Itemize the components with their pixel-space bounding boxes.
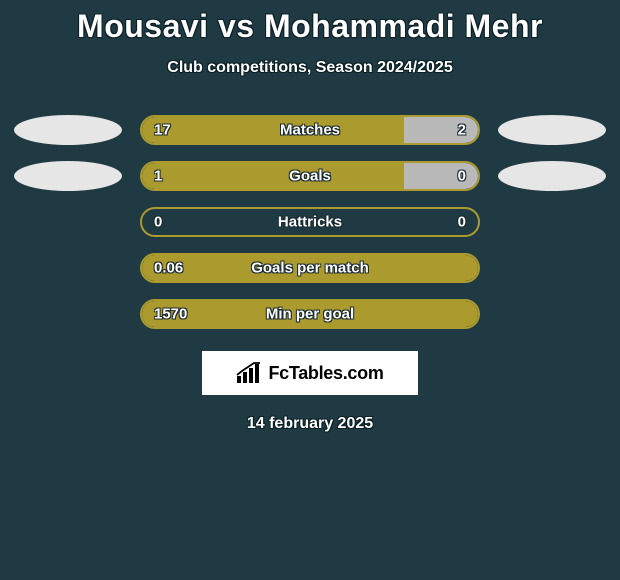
- bar-fill-left: [142, 163, 404, 189]
- stat-value-left: 0: [154, 214, 162, 231]
- stat-row: 0 Hattricks 0: [0, 207, 620, 237]
- player-left-ellipse: [14, 115, 122, 145]
- stats-rows: 17 Matches 2 1 Goals 0 0 Hattricks 0 0.06 Goals pe…: [0, 115, 620, 329]
- stat-value-left: 17: [154, 122, 171, 139]
- stat-row: 1 Goals 0: [0, 161, 620, 191]
- stat-value-left: 0.06: [154, 260, 183, 277]
- player-right-ellipse: [498, 161, 606, 191]
- stat-label: Goals: [289, 168, 331, 185]
- player-left-ellipse: [14, 161, 122, 191]
- stat-row: 1570 Min per goal: [0, 299, 620, 329]
- stat-row: 17 Matches 2: [0, 115, 620, 145]
- stat-label: Hattricks: [278, 214, 342, 231]
- stat-value-right: 0: [458, 214, 466, 231]
- stat-row: 0.06 Goals per match: [0, 253, 620, 283]
- stat-value-left: 1: [154, 168, 162, 185]
- bar-fill-right: [404, 163, 478, 189]
- brand-label: FcTables.com: [268, 363, 383, 384]
- brand-chart-icon: [236, 362, 264, 384]
- bar-fill-right: [404, 117, 478, 143]
- subtitle: Club competitions, Season 2024/2025: [0, 59, 620, 77]
- stat-label: Matches: [280, 122, 340, 139]
- stat-value-left: 1570: [154, 306, 187, 323]
- stat-bar: 1570 Min per goal: [140, 299, 480, 329]
- stat-label: Goals per match: [251, 260, 369, 277]
- page-title: Mousavi vs Mohammadi Mehr: [0, 8, 620, 45]
- bar-fill-left: [142, 117, 404, 143]
- stat-label: Min per goal: [266, 306, 354, 323]
- stat-value-right: 0: [458, 168, 466, 185]
- stat-bar: 0 Hattricks 0: [140, 207, 480, 237]
- stat-value-right: 2: [458, 122, 466, 139]
- brand-box[interactable]: FcTables.com: [202, 351, 418, 395]
- date-label: 14 february 2025: [0, 415, 620, 433]
- stat-bar: 1 Goals 0: [140, 161, 480, 191]
- player-right-ellipse: [498, 115, 606, 145]
- stat-bar: 17 Matches 2: [140, 115, 480, 145]
- stat-bar: 0.06 Goals per match: [140, 253, 480, 283]
- comparison-card: Mousavi vs Mohammadi Mehr Club competiti…: [0, 0, 620, 433]
